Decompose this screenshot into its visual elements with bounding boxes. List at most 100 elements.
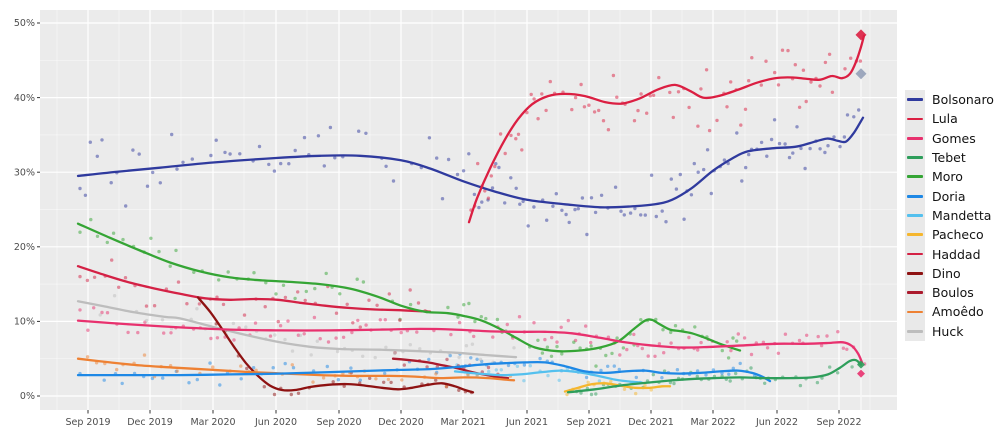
poll-point xyxy=(514,186,518,190)
legend-key xyxy=(905,225,925,245)
poll-point xyxy=(653,354,657,358)
poll-point xyxy=(145,184,150,188)
poll-point xyxy=(823,60,828,65)
poll-point xyxy=(634,375,638,380)
poll-point xyxy=(582,105,587,109)
poll-point xyxy=(625,347,629,352)
legend-label: Huck xyxy=(932,323,964,339)
poll-point xyxy=(734,371,738,376)
x-tick-label: Sep 2019 xyxy=(65,417,110,428)
poll-point xyxy=(803,166,807,171)
legend-item-huck: Huck xyxy=(905,321,994,341)
poll-point xyxy=(509,133,513,138)
poll-point xyxy=(375,303,379,307)
poll-point xyxy=(427,357,431,362)
poll-point xyxy=(490,186,495,190)
poll-point xyxy=(303,298,307,303)
poll-point xyxy=(503,201,507,205)
poll-point xyxy=(331,380,335,384)
poll-point xyxy=(274,292,278,296)
poll-point xyxy=(633,206,637,211)
poll-point xyxy=(418,347,422,351)
poll-point xyxy=(597,379,602,383)
poll-point xyxy=(111,231,116,235)
poll-point xyxy=(88,140,93,144)
poll-point xyxy=(532,205,536,209)
poll-point xyxy=(333,156,337,160)
poll-point xyxy=(661,328,665,332)
poll-point xyxy=(668,90,672,95)
poll-point xyxy=(645,111,649,115)
poll-point xyxy=(268,334,273,338)
poll-point xyxy=(669,330,673,335)
poll-point xyxy=(245,366,249,371)
poll-point xyxy=(477,205,481,210)
poll-point xyxy=(264,281,268,285)
legend-key xyxy=(905,282,925,303)
poll-point xyxy=(669,177,673,181)
poll-point xyxy=(609,379,613,384)
x-tick-label: Sep 2022 xyxy=(816,417,861,428)
poll-point xyxy=(287,162,291,166)
poll-point xyxy=(554,192,558,196)
poll-point xyxy=(158,181,162,185)
poll-point xyxy=(467,301,471,306)
poll-point xyxy=(736,332,740,336)
poll-point xyxy=(536,117,540,121)
poll-point xyxy=(669,341,673,345)
poll-point xyxy=(739,123,743,127)
poll-point xyxy=(689,193,694,197)
poll-point xyxy=(836,371,840,375)
poll-point xyxy=(704,373,708,377)
poll-point xyxy=(544,108,548,113)
legend-label: Mandetta xyxy=(932,207,992,223)
x-tick-label: Jun 2021 xyxy=(505,417,548,428)
poll-point xyxy=(612,364,616,368)
poll-point xyxy=(136,330,140,335)
poll-point xyxy=(795,125,799,129)
legend-label: Amoêdo xyxy=(932,304,984,320)
poll-point xyxy=(309,353,313,357)
legend-label: Moro xyxy=(932,169,963,185)
poll-point xyxy=(525,110,529,115)
poll-point xyxy=(78,308,82,312)
poll-point xyxy=(793,62,797,67)
poll-point xyxy=(364,131,368,135)
poll-point xyxy=(566,318,570,323)
poll-point xyxy=(175,369,179,373)
poll-point xyxy=(611,73,616,78)
poll-point xyxy=(446,305,450,310)
poll-point xyxy=(503,151,507,156)
poll-point xyxy=(102,378,106,382)
poll-point xyxy=(819,343,824,348)
poll-point xyxy=(676,90,681,94)
poll-point xyxy=(522,363,527,367)
poll-point xyxy=(720,348,724,353)
poll-point xyxy=(549,354,554,358)
poll-point xyxy=(368,376,372,380)
poll-point xyxy=(546,373,550,378)
legend-swatch xyxy=(907,156,923,159)
x-tick-label: Sep 2020 xyxy=(316,417,361,428)
poll-point xyxy=(402,363,406,367)
legend-label: Dino xyxy=(932,265,961,281)
poll-point xyxy=(152,304,157,308)
poll-point xyxy=(797,105,802,110)
poll-point xyxy=(289,392,293,397)
poll-point xyxy=(765,346,770,350)
poll-point xyxy=(830,90,835,95)
poll-point xyxy=(696,124,700,128)
poll-point xyxy=(416,301,421,305)
poll-point xyxy=(273,333,277,337)
poll-point xyxy=(621,346,626,350)
line-haddad xyxy=(76,265,432,313)
poll-point xyxy=(832,135,836,139)
poll-point xyxy=(506,363,511,368)
poll-point xyxy=(457,355,461,360)
poll-point xyxy=(540,351,545,355)
line-boulos xyxy=(391,357,510,380)
poll-point xyxy=(509,176,513,180)
poll-point xyxy=(740,179,744,183)
poll-point xyxy=(483,189,487,193)
poll-point xyxy=(705,148,710,152)
